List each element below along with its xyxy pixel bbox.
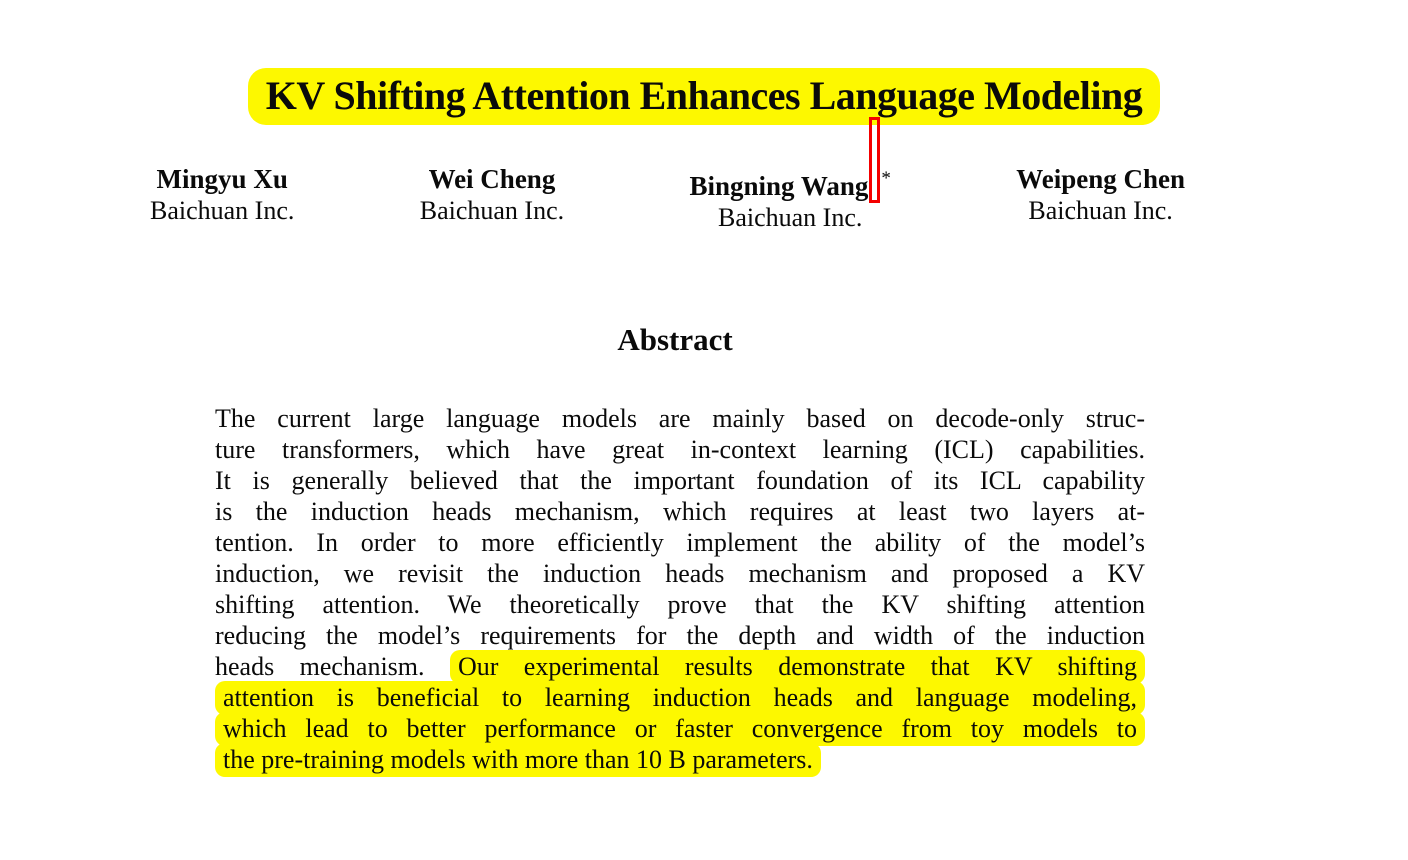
abstract-line-normal-part: heads mechanism. [215,652,450,681]
abstract-body: The current large language models are ma… [215,403,1146,777]
highlighted-text: which lead to better performance or fast… [215,712,1145,746]
author-block-2: Wei Cheng Baichuan Inc. [420,163,564,234]
author-affiliation: Baichuan Inc. [150,196,295,225]
abstract-heading: Abstract [617,322,733,357]
abstract-section: Abstract The current large language mode… [215,322,1146,777]
paper-title: KV Shifting Attention Enhances Language … [247,68,1161,125]
highlighted-text: attention is beneficial to learning indu… [215,681,1145,715]
author-name: Mingyu Xu [156,164,288,194]
author-affiliation: Baichuan Inc. [1028,196,1173,225]
authors-row: Mingyu Xu Baichuan Inc. Wei Cheng Baichu… [150,117,1185,234]
highlighted-text: the pre-training models with more than 1… [215,743,821,777]
author-affiliation: Baichuan Inc. [419,196,565,225]
abstract-line-partial-highlight: heads mechanism. Our experimental result… [215,650,1146,684]
abstract-line: shifting attention. We theoretically pro… [215,590,1145,619]
abstract-line: The current large language models are ma… [215,404,1145,433]
abstract-line-highlighted: which lead to better performance or fast… [215,712,1145,746]
abstract-line: It is generally believed that the import… [215,466,1145,495]
author-affiliation: Baichuan Inc. [717,203,863,232]
abstract-line: ture transformers, which have great in-c… [215,435,1145,464]
abstract-line-highlighted: attention is beneficial to learning indu… [215,681,1145,715]
footnote-asterisk: * [881,168,891,189]
paper-page: KV Shifting Attention Enhances Language … [0,68,1408,860]
abstract-line-highlighted: the pre-training models with more than 1… [215,743,1145,777]
author-name: Wei Cheng [428,164,556,194]
author-name: Weipeng Chen [1016,164,1185,194]
author-block-3: Bingning Wang * Baichuan Inc. [689,117,891,234]
highlighted-text: Our experimental results demonstrate tha… [449,650,1146,684]
abstract-line: tention. In order to more efficiently im… [215,528,1145,557]
caret-anchor [868,117,881,203]
author-name-text: Bingning Wang [689,171,869,201]
author-block-4: Weipeng Chen Baichuan Inc. [1016,163,1185,234]
author-block-1: Mingyu Xu Baichuan Inc. [150,163,294,234]
title-row: KV Shifting Attention Enhances Language … [0,68,1408,125]
abstract-line: reducing the model’s requirements for th… [215,621,1145,650]
abstract-line: induction, we revisit the induction head… [215,559,1145,588]
author-name: Bingning Wang * [689,117,891,203]
red-caret-box-annotation [869,117,881,203]
title-highlight: KV Shifting Attention Enhances Language … [247,68,1161,125]
abstract-line: is the induction heads mechanism, which … [215,497,1145,526]
